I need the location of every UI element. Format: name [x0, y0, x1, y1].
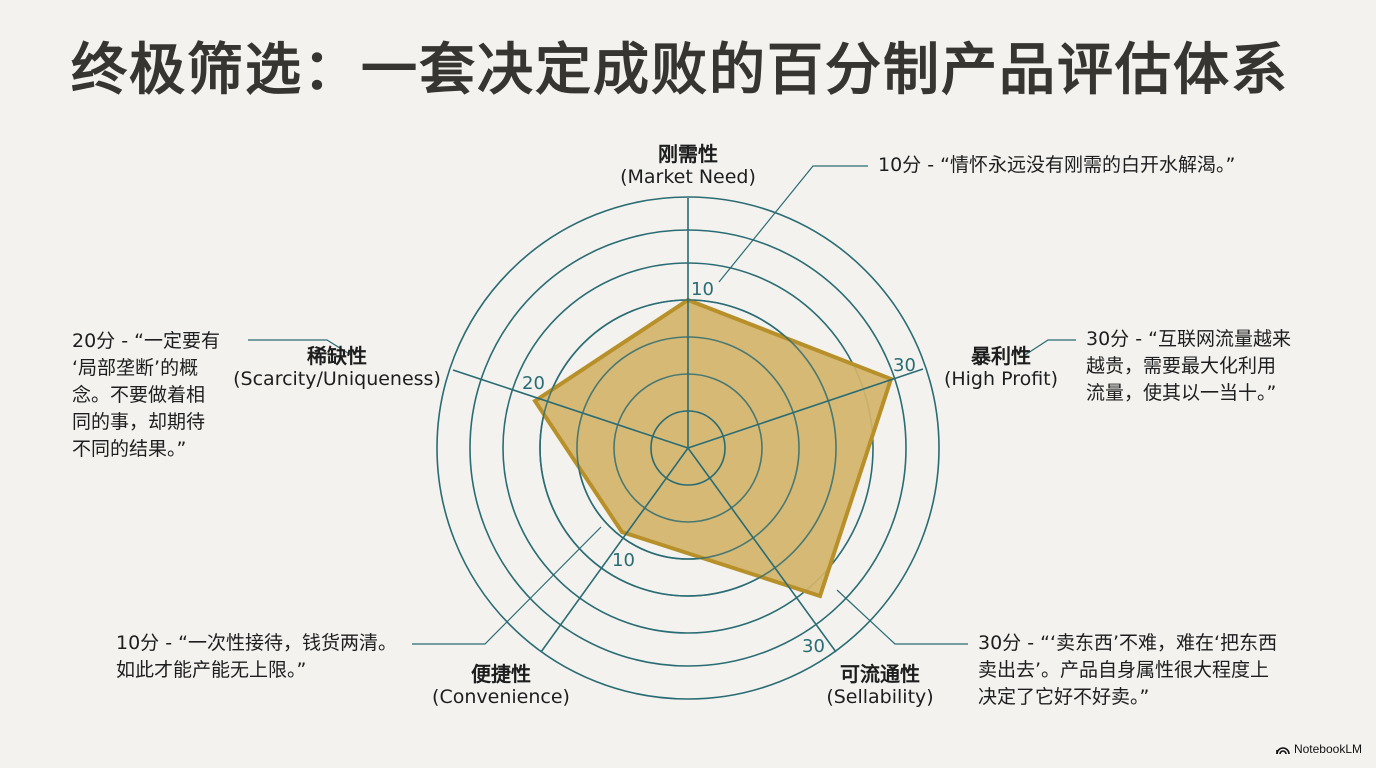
score-polygon: [532, 297, 894, 599]
tick-scarcity: 20: [522, 373, 545, 394]
page-title: 终极筛选：一套决定成败的百分制产品评估体系: [71, 37, 1289, 103]
axis-label-scarcity: 稀缺性 (Scarcity/Uniqueness): [233, 344, 441, 390]
radar-inner-circle: [539, 299, 837, 597]
axis-label-sellability: 可流通性 (Sellability): [826, 662, 934, 708]
axis-label-market-need: 刚需性 (Market Need): [620, 142, 756, 188]
tick-high-profit: 30: [893, 355, 916, 376]
tick-convenience: 10: [612, 550, 635, 571]
note-market-need: 10分 - “情怀永远没有刚需的白开水解渴。”: [878, 154, 1236, 176]
axis-label-high-profit: 暴利性 (High Profit): [943, 344, 1059, 390]
note-convenience: 10分 - “一次性接待，钱货两清。 如此才能产能无上限。”: [116, 632, 397, 681]
note-high-profit: 30分 - “互联网流量越来 越贵，需要最大化利用 流量，使其以一当十。”: [1086, 328, 1291, 404]
tick-labels: 10 30 30 10 20: [522, 279, 916, 657]
notebooklm-logo-icon: [1276, 747, 1290, 754]
note-sellability: 30分 - “‘卖东西’不难，难在‘把东西 卖出去’。产品自身属性很大程度上 决…: [978, 632, 1278, 708]
brand-watermark: NotebookLM: [1276, 742, 1362, 756]
axis-label-convenience: 便捷性 (Convenience): [432, 662, 570, 708]
leader-lines: [248, 165, 1076, 645]
radar-spokes: [452, 198, 924, 653]
note-scarcity: 20分 - “一定要有 ‘局部垄断’的概 念。不要做着相 同的事，却期待 不同的…: [72, 330, 220, 460]
tick-sellability: 30: [802, 636, 825, 657]
tick-market-need: 10: [691, 279, 714, 300]
